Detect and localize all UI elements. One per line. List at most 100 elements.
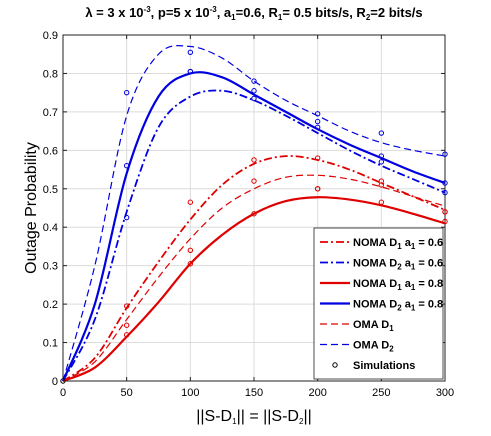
x-tick-label: 50 [121, 387, 133, 399]
x-axis-title-part: ||S-D [196, 408, 232, 425]
x-axis-title-part: || [303, 408, 311, 425]
x-axis-title: ||S-D1|| = ||S-D2|| [196, 408, 312, 426]
simulation-point [378, 130, 385, 136]
legend-label-5-part: OMA D [353, 340, 389, 352]
x-tick-label: 200 [308, 387, 326, 399]
legend-label-3: NOMA D2 a1 = 0.8 [353, 299, 443, 313]
simulation-point [378, 153, 385, 159]
y-tick-label: 0.3 [43, 261, 58, 273]
simulation-point [187, 49, 194, 55]
legend-label-0-part: NOMA D [353, 237, 397, 249]
y-tick-label: 0.4 [43, 222, 58, 234]
y-tick-labels: 0 0.1 0.2 0.3 0.4 0.5 0.6 0.7 0.8 0.9 [43, 30, 58, 388]
title-text-part: =2 bits/s [370, 5, 422, 20]
legend-label-4-part: 1 [389, 324, 394, 333]
simulation-point [314, 111, 321, 117]
legend-label-0-part: = 0.6 [415, 237, 443, 249]
legend-label-2-part: a [402, 278, 412, 290]
title-text-part: 1 [278, 13, 283, 22]
simulation-point [442, 209, 448, 215]
simulation-point [123, 303, 130, 309]
legend-label-3-part: = 0.8 [415, 299, 443, 311]
legend-label-5: OMA D2 [353, 340, 394, 354]
legend-label-2: NOMA D1 a1 = 0.8 [353, 278, 443, 292]
y-tick-label: 0.8 [43, 68, 58, 80]
simulation-point [187, 261, 194, 267]
title-text-part: 2 [366, 13, 371, 22]
title-text-part: = 0.5 bits/s, R [282, 5, 366, 20]
legend-label-1-part: 1 [411, 263, 416, 272]
simulation-point [314, 186, 321, 192]
simulation-point [442, 180, 448, 186]
simulation-point [123, 163, 130, 169]
simulation-markers [60, 49, 448, 384]
y-tick-label: 0.2 [43, 299, 58, 311]
legend-label-2-part: NOMA D [353, 278, 397, 290]
simulation-point [60, 378, 66, 384]
simulation-point [251, 157, 257, 163]
x-tick-label: 150 [245, 387, 263, 399]
legend-label-0-part: 1 [411, 242, 416, 251]
y-tick-label: 0.6 [43, 145, 58, 157]
legend-label-3-part: 1 [411, 304, 416, 313]
title-text: λ = 3 x 10-3, p=5 x 10-3, a1=0.6, R1= 0.… [85, 5, 422, 22]
simulation-point [251, 178, 257, 184]
legend-label-4-part: OMA D [353, 319, 389, 331]
simulation-point [314, 155, 321, 161]
title-text-part: -3 [144, 5, 152, 14]
x-tick-label: 100 [181, 387, 199, 399]
x-tick-label: 250 [372, 387, 390, 399]
chart-title: λ = 3 x 10-3, p=5 x 10-3, a1=0.6, R1= 0.… [85, 5, 422, 22]
legend-label-3-part: a [402, 299, 412, 311]
simulation-point [123, 322, 130, 328]
x-axis-label: ||S-D1|| = ||S-D2|| [196, 408, 312, 426]
simulation-point [187, 247, 194, 253]
simulation-point [187, 199, 194, 205]
legend-label-2-part: 1 [411, 283, 416, 292]
simulation-point [314, 118, 321, 125]
simulation-point [378, 159, 385, 165]
y-tick-label: 0.7 [43, 107, 58, 119]
simulation-point [251, 88, 257, 94]
y-axis-label: Outage Probability [23, 142, 40, 274]
title-text-part: λ = 3 x 10 [85, 5, 143, 20]
y-tick-label: 0.1 [43, 338, 58, 350]
legend-label-1: NOMA D2 a1 = 0.6 [353, 258, 443, 272]
simulation-point [442, 151, 448, 157]
title-text-part: , p=5 x 10 [151, 5, 210, 20]
simulation-point [378, 182, 385, 188]
simulation-point [378, 178, 385, 184]
simulation-point [314, 124, 321, 130]
x-tick-label: 300 [436, 387, 454, 399]
legend-label-0: NOMA D1 a1 = 0.6 [353, 237, 443, 251]
legend-label-5-part: 2 [389, 345, 394, 354]
simulation-point [251, 78, 257, 84]
simulation-point [442, 189, 448, 196]
series-line-5 [62, 45, 446, 382]
simulation-point [187, 68, 194, 75]
x-tick-label: 0 [60, 387, 66, 399]
x-axis-title-part: 2 [299, 417, 304, 426]
simulation-point [123, 89, 130, 96]
y-tick-label: 0 [52, 376, 58, 388]
simulation-point [442, 218, 448, 225]
simulation-point [251, 211, 257, 217]
simulation-point [378, 199, 385, 205]
y-axis-title: Outage Probability [23, 142, 40, 274]
series-line-4 [62, 174, 446, 382]
y-tick-label: 0.5 [43, 184, 58, 196]
legend-label-1-part: a [402, 258, 412, 270]
x-tick-labels: 0 50 100 150 200 250 300 [60, 387, 454, 399]
title-text-part: 1 [231, 13, 236, 22]
simulation-point [123, 332, 130, 338]
series-line-1 [62, 89, 446, 382]
legend-label-1-part: = 0.6 [415, 258, 443, 270]
legend-label-2-part: 1 [397, 283, 402, 292]
legend-label-4: OMA D1 [353, 319, 394, 333]
legend-label-1-part: NOMA D [353, 258, 397, 270]
legend-label-3-part: 2 [397, 304, 402, 313]
legend-label-0-part: a [402, 237, 412, 249]
title-text-part: -3 [210, 5, 218, 14]
